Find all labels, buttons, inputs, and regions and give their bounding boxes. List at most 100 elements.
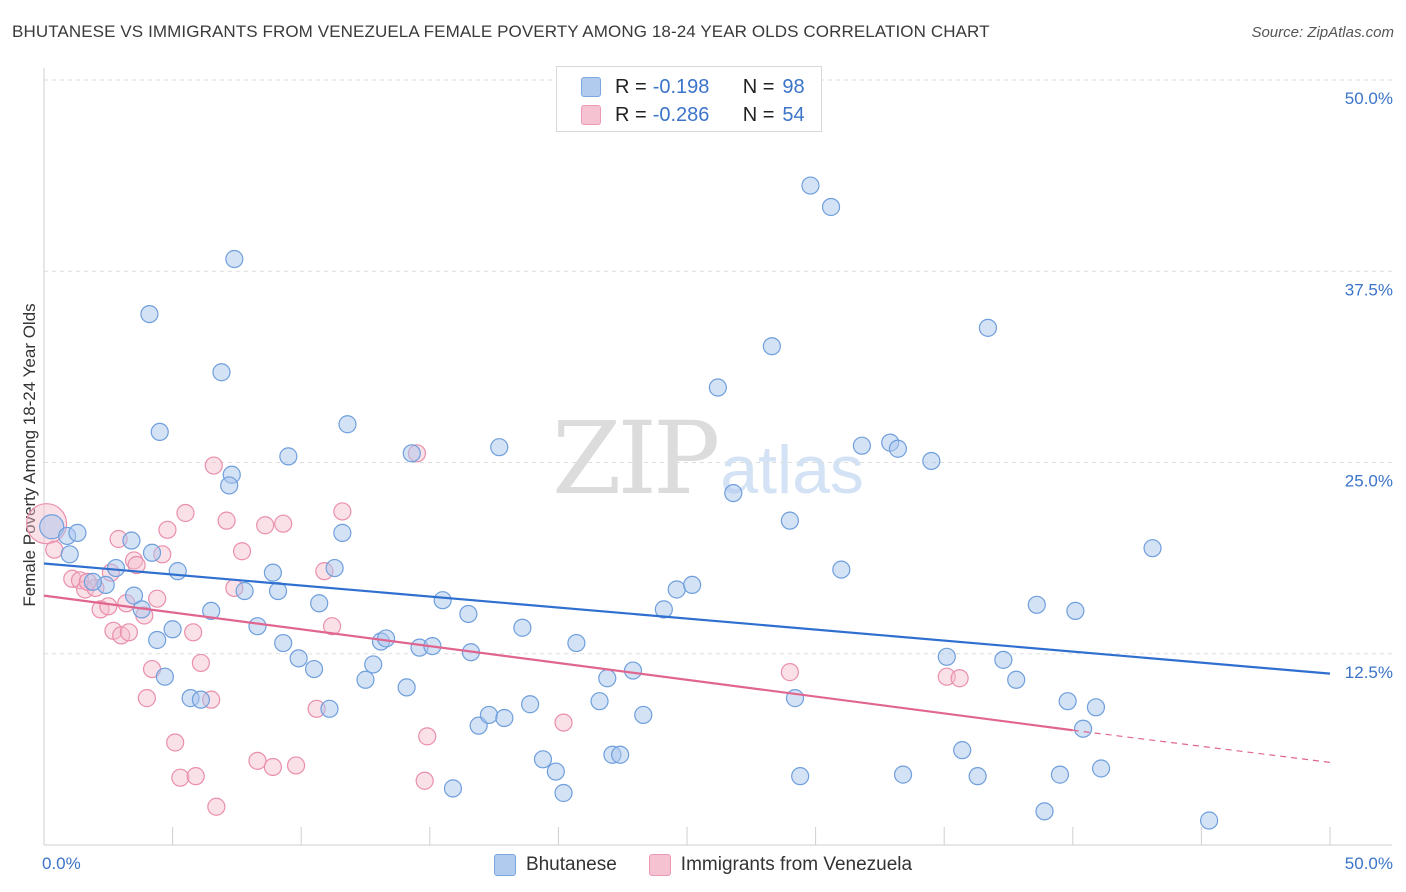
venezuela-trend-extension xyxy=(1072,729,1331,763)
venezuela-point xyxy=(148,589,167,608)
venezuela-point xyxy=(322,617,342,636)
bhutanese-point xyxy=(402,444,421,463)
bhutanese-point xyxy=(654,600,673,619)
bhutanese-point xyxy=(1058,692,1077,711)
legend-swatch-bhutanese xyxy=(581,77,601,97)
bhutanese-point xyxy=(922,451,941,471)
venezuela-point xyxy=(274,514,293,533)
legend-n-value: 54 xyxy=(782,103,805,126)
bhutanese-point xyxy=(708,378,727,397)
bhutanese-point xyxy=(443,779,463,798)
bhutanese-point xyxy=(304,659,324,679)
legend-item-venezuela[interactable]: Immigrants from Venezuela xyxy=(648,854,913,876)
bhutanese-point xyxy=(1050,765,1070,784)
bhutanese-trend-line xyxy=(43,562,1331,675)
bhutanese-point xyxy=(150,422,169,441)
bhutanese-point xyxy=(68,523,87,542)
legend-swatch-bhutanese xyxy=(493,854,516,876)
correlation-legend: R = -0.198 N = 98 R = -0.286 N = 54 xyxy=(556,66,822,132)
bhutanese-point xyxy=(490,438,509,457)
bhutanese-point xyxy=(533,750,553,769)
venezuela-point xyxy=(119,623,138,642)
bhutanese-point xyxy=(376,629,396,648)
venezuela-point xyxy=(127,555,146,575)
legend-item-bhutanese[interactable]: Bhutanese xyxy=(493,854,617,876)
bhutanese-point xyxy=(225,249,244,269)
venezuela-trend-line xyxy=(43,594,1073,732)
venezuela-point xyxy=(415,771,434,790)
bhutanese-point xyxy=(791,767,810,786)
y-tick-label: 25.0% xyxy=(1345,472,1393,491)
bhutanese-point xyxy=(546,762,565,781)
bhutanese-point xyxy=(590,692,609,711)
bhutanese-point xyxy=(683,575,702,595)
legend-n-label: N = xyxy=(742,75,775,98)
legend-r-label: R = xyxy=(615,75,647,98)
bhutanese-point xyxy=(567,633,586,653)
venezuela-point xyxy=(45,540,64,559)
bhutanese-point xyxy=(459,604,478,624)
venezuela-point xyxy=(286,756,306,775)
bhutanese-point xyxy=(235,581,254,601)
bhutanese-point xyxy=(155,667,174,686)
venezuela-point xyxy=(333,502,352,521)
trend-lines xyxy=(43,562,1331,763)
legend-swatch-venezuela xyxy=(648,854,671,876)
series-legend: Bhutanese Immigrants from Venezuela xyxy=(0,850,1406,880)
bhutanese-point xyxy=(495,708,514,728)
bhutanese-point xyxy=(220,476,239,495)
bhutanese-point xyxy=(611,745,630,764)
bhutanese-point xyxy=(513,618,532,637)
legend-label-venezuela: Immigrants from Venezuela xyxy=(680,854,913,875)
venezuela-point xyxy=(207,797,226,816)
bhutanese-point xyxy=(832,560,851,579)
bhutanese-point xyxy=(39,514,65,540)
bhutanese-point xyxy=(1143,539,1162,558)
bhutanese-point xyxy=(356,670,375,689)
venezuela-point xyxy=(248,751,267,770)
bhutanese-point xyxy=(801,176,820,195)
bhutanese-point xyxy=(1007,670,1026,689)
bhutanese-point xyxy=(1073,719,1093,738)
legend-swatch-venezuela xyxy=(581,105,601,125)
bhutanese-point xyxy=(248,617,267,636)
bhutanese-point xyxy=(888,439,908,458)
bhutanese-point xyxy=(274,633,293,653)
bhutanese-point xyxy=(124,586,144,605)
bhutanese-point xyxy=(937,647,956,666)
venezuela-point xyxy=(63,569,82,588)
grid-lines xyxy=(44,79,1392,655)
bhutanese-point xyxy=(325,558,344,578)
bhutanese-point xyxy=(163,620,182,639)
x-tick-label: 0.0% xyxy=(42,854,81,873)
legend-r-label: R = xyxy=(615,103,647,126)
bhutanese-point xyxy=(953,741,972,760)
source-label: Source: ZipAtlas.com xyxy=(1251,24,1394,41)
legend-n-label: N = xyxy=(742,103,775,126)
venezuela-point xyxy=(204,456,223,475)
bhutanese-points xyxy=(39,176,1219,830)
bhutanese-point xyxy=(60,545,79,564)
bhutanese-point xyxy=(893,765,913,784)
bhutanese-point xyxy=(479,705,499,725)
bhutanese-point xyxy=(821,197,841,217)
legend-r-value: -0.198 xyxy=(652,75,710,98)
bhutanese-point xyxy=(333,523,352,542)
bhutanese-point xyxy=(598,669,617,688)
bhutanese-point xyxy=(1091,759,1111,778)
bhutanese-point xyxy=(142,543,162,562)
venezuela-point xyxy=(232,542,252,561)
bhutanese-point xyxy=(202,601,221,621)
bhutanese-point xyxy=(1066,601,1085,621)
bhutanese-point xyxy=(320,699,339,718)
bhutanese-point xyxy=(968,767,987,786)
venezuela-point xyxy=(191,653,210,673)
bhutanese-point xyxy=(1086,698,1106,717)
bhutanese-point xyxy=(667,580,686,599)
venezuela-point xyxy=(166,733,185,752)
x-tick-label: 50.0% xyxy=(1345,854,1393,873)
legend-row-bhutanese: R = -0.198 N = 98 xyxy=(581,73,805,101)
legend-n-value: 98 xyxy=(782,75,805,98)
venezuela-point xyxy=(184,623,203,642)
y-tick-label: 37.5% xyxy=(1345,280,1393,299)
